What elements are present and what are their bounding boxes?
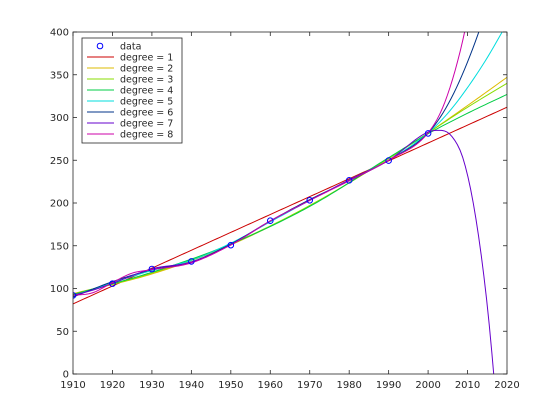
x-tick-label: 2000: [415, 380, 440, 391]
x-tick-label: 1960: [258, 380, 283, 391]
markers-layer: [73, 130, 432, 299]
data-point: [424, 130, 432, 137]
data-point: [73, 292, 77, 299]
y-tick-label: 250: [50, 156, 69, 167]
series-line-degree-5: [73, 32, 503, 297]
x-tick-label: 1940: [179, 380, 204, 391]
legend-label: degree = 8: [120, 130, 173, 141]
y-tick-label: 0: [63, 370, 69, 381]
legend-label: degree = 2: [120, 64, 173, 75]
plot-frame: [72, 31, 508, 375]
legend-label: degree = 7: [120, 119, 173, 130]
x-tick-label: 1950: [218, 380, 243, 391]
data-point: [188, 258, 195, 265]
axis-ticks: 1910 1920 1930 1940 1950 1960 1970 1980 1990 2000…: [50, 28, 520, 392]
x-tick-label: 1910: [60, 380, 85, 391]
x-tick-label: 1930: [139, 380, 164, 391]
y-tick-label: 100: [50, 284, 69, 295]
series-line-degree-8: [73, 32, 466, 296]
x-tick-label: 1990: [376, 380, 401, 391]
legend-label: data: [120, 42, 141, 53]
series-line-degree-3: [73, 82, 507, 295]
y-tick-label: 150: [50, 241, 69, 252]
data-point: [266, 217, 274, 224]
data-point: [345, 177, 353, 184]
series-layer: [73, 32, 507, 374]
y-tick-label: 300: [50, 113, 69, 124]
legend-label: degree = 1: [120, 53, 173, 64]
legend-label: degree = 5: [120, 97, 173, 108]
data-point: [227, 241, 235, 249]
x-tick-label: 1970: [297, 380, 322, 391]
x-tick-label: 1980: [336, 380, 361, 391]
y-tick-label: 200: [50, 199, 69, 210]
y-tick-label: 350: [50, 70, 69, 81]
legend-label: degree = 6: [120, 108, 173, 119]
legend-label: degree = 3: [120, 75, 173, 86]
data-point: [385, 157, 392, 164]
legend-marker-data: [96, 42, 104, 50]
x-tick-label: 1920: [100, 380, 125, 391]
x-tick-label: 2010: [455, 380, 480, 391]
x-tick-label: 2020: [494, 380, 519, 391]
y-tick-label: 400: [50, 28, 69, 39]
data-point: [148, 265, 156, 273]
data-point: [109, 280, 116, 287]
legend-label: degree = 4: [120, 86, 173, 97]
data-point: [306, 196, 314, 204]
y-tick-label: 50: [56, 327, 69, 338]
